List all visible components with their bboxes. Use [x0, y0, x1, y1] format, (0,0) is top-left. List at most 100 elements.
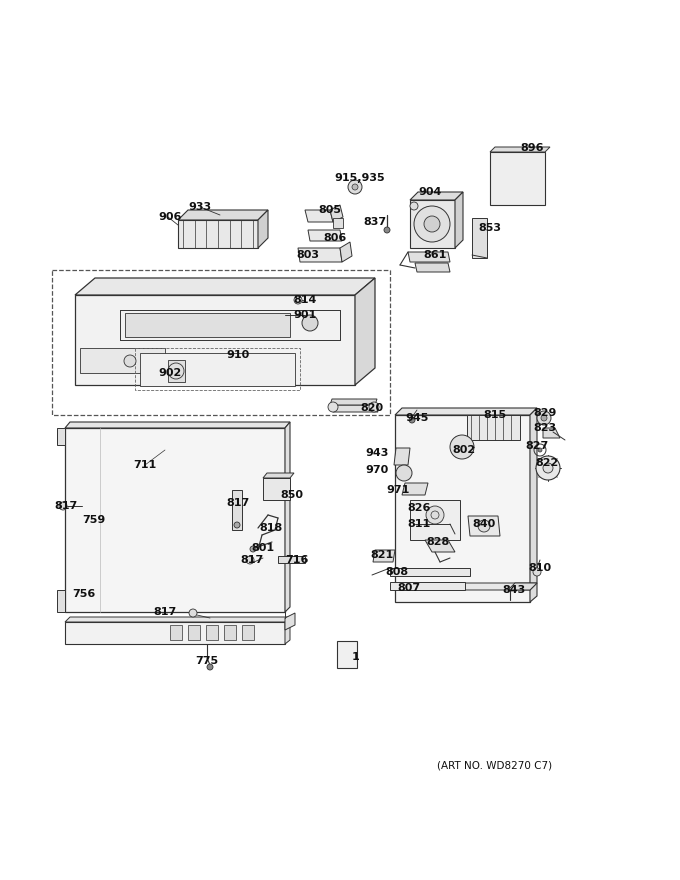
Text: 827: 827	[526, 441, 549, 451]
Circle shape	[537, 411, 551, 425]
Text: 943: 943	[365, 448, 389, 458]
Circle shape	[410, 202, 418, 210]
Text: 711: 711	[133, 460, 156, 470]
Polygon shape	[57, 590, 65, 612]
Circle shape	[426, 506, 444, 524]
Circle shape	[478, 520, 490, 532]
Polygon shape	[410, 200, 455, 248]
Polygon shape	[490, 147, 550, 152]
Text: 817: 817	[226, 498, 250, 508]
Polygon shape	[390, 582, 465, 590]
Polygon shape	[330, 405, 378, 412]
Polygon shape	[188, 625, 200, 640]
Polygon shape	[206, 625, 218, 640]
Polygon shape	[65, 422, 290, 428]
Text: 826: 826	[407, 503, 430, 513]
Polygon shape	[468, 516, 500, 536]
Polygon shape	[508, 583, 537, 590]
Polygon shape	[75, 278, 375, 295]
Polygon shape	[355, 278, 375, 385]
Polygon shape	[408, 252, 450, 262]
Circle shape	[302, 315, 318, 331]
Polygon shape	[170, 625, 182, 640]
Text: 806: 806	[324, 233, 347, 243]
Polygon shape	[258, 210, 268, 248]
Polygon shape	[395, 408, 537, 415]
Text: 828: 828	[426, 537, 449, 547]
Polygon shape	[373, 550, 395, 562]
Polygon shape	[285, 613, 295, 630]
Polygon shape	[65, 622, 285, 644]
Polygon shape	[263, 473, 294, 478]
Circle shape	[431, 511, 439, 519]
Circle shape	[396, 465, 412, 481]
Text: 807: 807	[397, 583, 420, 593]
Polygon shape	[455, 192, 463, 248]
Polygon shape	[337, 641, 357, 668]
Polygon shape	[57, 428, 65, 445]
Circle shape	[246, 556, 254, 564]
Polygon shape	[425, 540, 455, 552]
Text: 803: 803	[296, 250, 320, 260]
Text: 815: 815	[483, 410, 507, 420]
Polygon shape	[178, 210, 268, 220]
Text: 801: 801	[252, 543, 275, 553]
Circle shape	[352, 184, 358, 190]
Text: 808: 808	[386, 567, 409, 577]
Text: 817: 817	[154, 607, 177, 617]
Text: 906: 906	[158, 212, 182, 222]
Polygon shape	[278, 556, 305, 563]
Polygon shape	[298, 248, 342, 262]
Polygon shape	[65, 428, 285, 612]
Polygon shape	[80, 348, 165, 373]
Polygon shape	[232, 490, 242, 530]
Polygon shape	[472, 218, 487, 258]
Circle shape	[450, 435, 474, 459]
Text: 902: 902	[158, 368, 182, 378]
Text: 716: 716	[286, 555, 309, 565]
Text: 933: 933	[188, 202, 211, 212]
Text: 901: 901	[293, 310, 317, 320]
Polygon shape	[390, 568, 470, 576]
Polygon shape	[410, 500, 460, 540]
Polygon shape	[490, 152, 545, 205]
Polygon shape	[543, 428, 560, 438]
Polygon shape	[285, 422, 290, 612]
Text: 971: 971	[386, 485, 409, 495]
Text: 759: 759	[82, 515, 105, 525]
Text: 896: 896	[520, 143, 544, 153]
Text: 904: 904	[418, 187, 442, 197]
Polygon shape	[395, 583, 537, 590]
Polygon shape	[402, 483, 428, 495]
Polygon shape	[178, 220, 258, 248]
Circle shape	[409, 417, 415, 423]
Circle shape	[384, 227, 390, 233]
Text: 853: 853	[479, 223, 502, 233]
Polygon shape	[330, 205, 343, 222]
Text: 802: 802	[452, 445, 475, 455]
Circle shape	[250, 546, 256, 552]
Circle shape	[59, 502, 67, 510]
Text: 910: 910	[226, 350, 250, 360]
Circle shape	[424, 216, 440, 232]
Polygon shape	[168, 360, 185, 382]
Polygon shape	[305, 210, 333, 222]
Circle shape	[533, 568, 541, 576]
Polygon shape	[530, 408, 537, 602]
Text: 945: 945	[405, 413, 428, 423]
Polygon shape	[285, 617, 290, 644]
Circle shape	[541, 415, 547, 421]
Text: 811: 811	[407, 519, 430, 529]
Text: 821: 821	[371, 550, 394, 560]
Polygon shape	[333, 218, 343, 228]
Text: 820: 820	[360, 403, 384, 413]
Text: 915,935: 915,935	[335, 173, 386, 183]
Polygon shape	[330, 399, 377, 405]
Circle shape	[234, 522, 240, 528]
Polygon shape	[65, 617, 290, 622]
Circle shape	[536, 456, 560, 480]
Circle shape	[189, 609, 197, 617]
Text: 1: 1	[352, 652, 360, 662]
Polygon shape	[415, 263, 450, 272]
Text: 970: 970	[365, 465, 389, 475]
